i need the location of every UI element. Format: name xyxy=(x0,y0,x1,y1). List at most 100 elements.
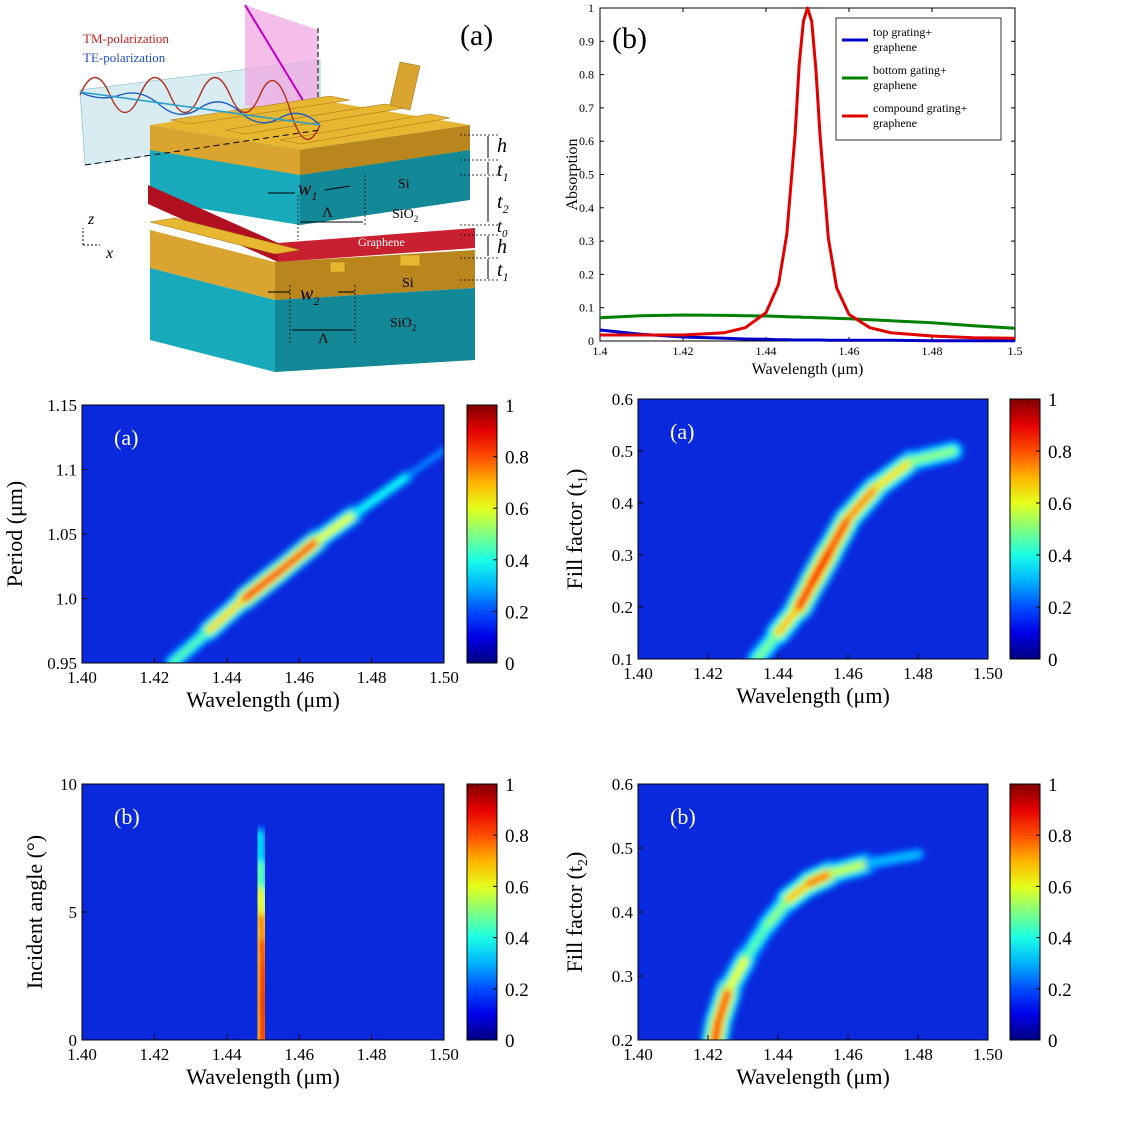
colorbar-tick-label: 0.4 xyxy=(1048,546,1072,567)
ridge-segment xyxy=(206,596,248,633)
panel-label: (b) xyxy=(670,804,696,829)
colorbar-tick-label: 0.2 xyxy=(505,602,529,623)
fill-factor-t1-heatmap: 1.40 1.42 1.44 1.46 1.48 1.50 0.1 0.2 0.3 0.4 0.5 0… xyxy=(562,390,1072,708)
h2-label: h xyxy=(497,236,507,258)
heatmap-field xyxy=(163,446,444,663)
x-tick-label: 1.48 xyxy=(922,344,943,358)
ridge-segment xyxy=(258,934,267,967)
x-tick-label: 1.4 xyxy=(593,344,608,358)
heatmap-field xyxy=(700,847,925,1040)
colorbar-tick-label: 0 xyxy=(505,654,515,675)
period-heatmap: 1.40 1.42 1.44 1.46 1.48 1.50 0.95 1.0 1.05 1.1 1.… xyxy=(2,396,529,712)
y-tick-label: 5 xyxy=(69,903,78,922)
ridge-segment xyxy=(810,546,834,584)
y-tick-label: 0.9 xyxy=(579,34,594,48)
colorbar-tick-label: 0.8 xyxy=(505,826,529,847)
y-axis-label: Fill factor (t1) xyxy=(562,469,591,590)
sio2-label-lower: SiO2 xyxy=(390,316,416,333)
y-tick-label: 0.2 xyxy=(612,1031,633,1050)
colorbar-tick-label: 0.4 xyxy=(1048,929,1072,950)
y-tick-label: 0.2 xyxy=(612,598,633,617)
colorbar-tick-label: 0.2 xyxy=(505,980,529,1001)
x-tick-label: 1.44 xyxy=(212,668,242,687)
ridge-segment xyxy=(242,567,284,601)
y-tick-label: 1.0 xyxy=(56,590,77,609)
x-tick-label: 1.40 xyxy=(623,1045,653,1064)
panel-label: (a) xyxy=(670,419,694,444)
colorbar-tick-label: 0.6 xyxy=(1048,494,1072,515)
axis-z-label: z xyxy=(87,211,95,228)
legend-label: graphene xyxy=(873,40,917,54)
ridge-segment xyxy=(806,870,834,886)
ridge-segment xyxy=(406,448,444,478)
colorbar-tick-label: 0.6 xyxy=(505,877,529,898)
y-tick-label: 0.4 xyxy=(579,201,594,215)
upper-si-top xyxy=(150,100,470,150)
x-tick-label: 1.48 xyxy=(903,664,933,683)
ridge-segment xyxy=(257,908,266,941)
x-tick-label: 1.48 xyxy=(357,1045,387,1064)
y-tick-label: 10 xyxy=(60,775,77,794)
ridge-segment xyxy=(715,985,732,1024)
ridge-segment xyxy=(796,578,816,610)
legend-label: graphene xyxy=(873,78,917,92)
x-tick-label: 1.46 xyxy=(833,664,863,683)
colorbar-tick-label: 0.4 xyxy=(505,551,529,572)
colorbar-tick-label: 0.6 xyxy=(1048,877,1072,898)
x-tick-label: 1.50 xyxy=(973,1045,1003,1064)
ridge-segment xyxy=(775,604,802,636)
colorbar xyxy=(1009,783,1041,1041)
x-tick-label: 1.44 xyxy=(763,664,793,683)
y-tick-label: 0.5 xyxy=(612,839,633,858)
x-axis-label: Wavelength (μm) xyxy=(736,1064,890,1089)
diagram-panel-label: (a) xyxy=(460,19,493,52)
heatmap-background xyxy=(638,399,988,659)
series-line-2 xyxy=(599,313,1016,330)
x-tick-label: 1.44 xyxy=(212,1045,242,1064)
ridge-segment xyxy=(754,630,781,659)
ridge-segment xyxy=(256,883,265,915)
heatmap-field xyxy=(244,826,282,1040)
x-tick-label: 1.5 xyxy=(1008,344,1023,358)
x-tick-label: 1.46 xyxy=(839,344,860,358)
x-tick-label: 1.46 xyxy=(284,668,314,687)
x-tick-label: 1.42 xyxy=(140,1045,170,1064)
ridge-segment xyxy=(785,880,813,902)
legend-label: compound grating+ xyxy=(873,101,968,115)
ridge-segment xyxy=(726,954,749,992)
colorbar xyxy=(466,404,498,664)
x-axis-label: Wavelength (μm) xyxy=(186,687,340,712)
colorbar-tick-label: 0 xyxy=(1048,650,1058,671)
t2-label: t2 xyxy=(497,191,509,216)
panel-label: (b) xyxy=(114,804,140,829)
structure-diagram: (a) TM-polarization TE-polarization h t1… xyxy=(79,4,509,372)
y-tick-label: 0.4 xyxy=(612,903,634,922)
colorbar-tick-label: 0.8 xyxy=(505,448,529,469)
y-tick-label: 0.6 xyxy=(612,390,633,409)
y-tick-label: 1 xyxy=(588,1,594,15)
colorbar-tick-label: 0 xyxy=(505,1031,515,1052)
w1-label: w1 xyxy=(298,178,317,203)
y-axis-label: Fill factor (t2) xyxy=(562,852,591,973)
t1b-label: t1 xyxy=(497,259,509,284)
ridge-segment xyxy=(828,861,868,876)
tm-wave xyxy=(79,76,321,141)
colorbar-tick-label: 1 xyxy=(1048,390,1058,411)
y-tick-label: 0.1 xyxy=(612,650,633,669)
absorption-line-chart: 0 0.1 0.2 0.3 0.4 0.5 0.6 0.7 0.8 0.9 1 1.4 1.42 1.44… xyxy=(564,1,1023,378)
lower-grating xyxy=(149,217,421,273)
graphene-label: Graphene xyxy=(358,235,405,249)
si-label-lower: Si xyxy=(402,276,414,291)
heatmap-background xyxy=(82,405,444,663)
panel-label: (b) xyxy=(612,22,647,55)
ridge-segment xyxy=(351,474,410,517)
tm-label: TM-polarization xyxy=(83,31,169,46)
y-tick-label: 0 xyxy=(588,334,594,348)
y-tick-label: 0.8 xyxy=(579,68,594,82)
ridge-segment xyxy=(873,458,914,490)
y-tick-label: 0.3 xyxy=(612,546,633,565)
legend-label: bottom gating+ xyxy=(873,63,947,77)
upper-grating xyxy=(169,61,451,145)
colorbar-tick-label: 0.2 xyxy=(1048,598,1072,619)
y-tick-label: 0.1 xyxy=(579,301,594,315)
